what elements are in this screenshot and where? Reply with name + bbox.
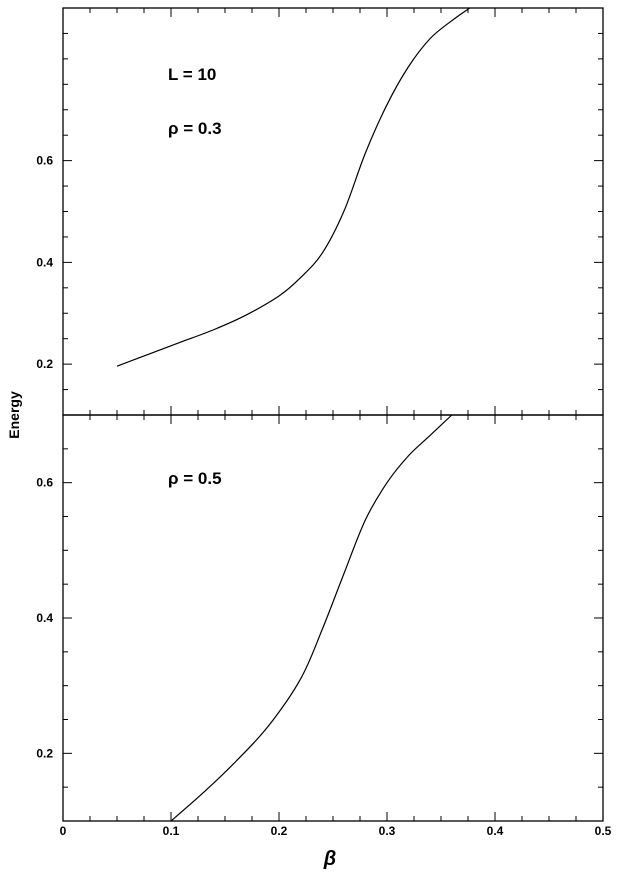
panel-frame-top <box>62 7 604 416</box>
x-tick-label: 0.2 <box>271 824 288 838</box>
y-tick-label-top: 0.4 <box>36 255 53 269</box>
annotation-bottom-0: ρ = 0.5 <box>168 469 222 488</box>
x-tick-label: 0.4 <box>487 824 504 838</box>
panel-frame-bottom <box>62 414 604 822</box>
x-tick-label: 0 <box>60 824 67 838</box>
x-tick-label: 0.3 <box>379 824 396 838</box>
y-tick-label-bottom: 0.4 <box>36 611 53 625</box>
y-tick-label-top: 0.6 <box>36 154 53 168</box>
annotation-top-0: L = 10 <box>168 65 216 84</box>
y-tick-label-bottom: 0.2 <box>36 746 53 760</box>
y-tick-label-bottom: 0.6 <box>36 476 53 490</box>
x-tick-label: 0.5 <box>595 824 612 838</box>
x-tick-label: 0.1 <box>163 824 180 838</box>
x-axis-title: β <box>323 848 336 870</box>
series-line-bottom <box>170 414 453 821</box>
y-axis-title: Energy <box>6 391 22 439</box>
series-line-top <box>116 8 471 367</box>
y-tick-label-top: 0.2 <box>36 357 53 371</box>
annotation-top-1: ρ = 0.3 <box>168 119 222 138</box>
